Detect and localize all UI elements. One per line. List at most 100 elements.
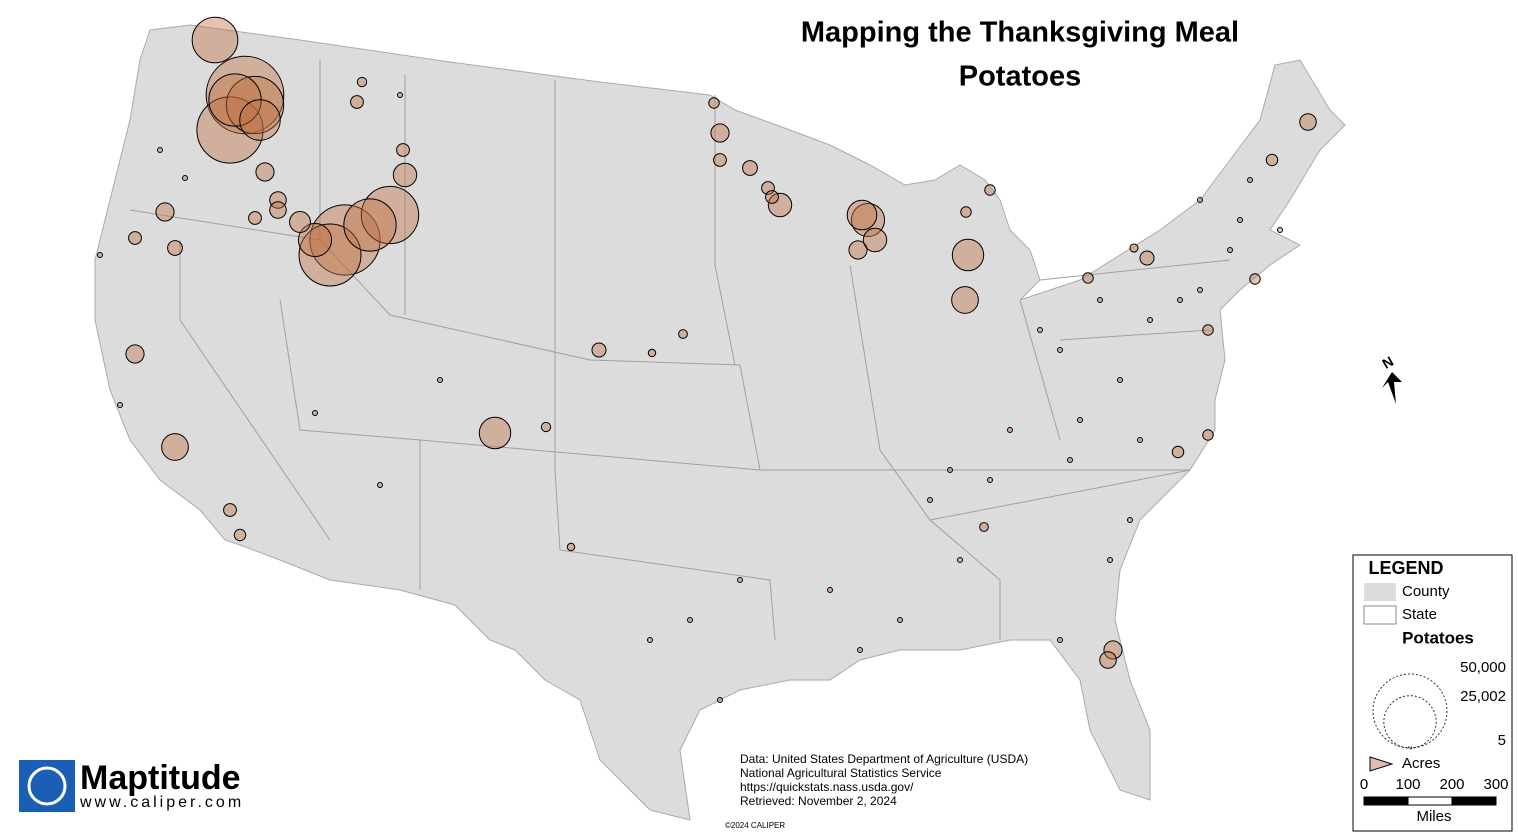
logo: Maptitude www.caliper.com — [19, 759, 241, 812]
potato-circle — [1067, 457, 1073, 463]
potato-circle — [1057, 637, 1063, 643]
potato-circle — [356, 76, 368, 88]
source: Data: United States Department of Agricu… — [740, 752, 1028, 808]
potato-circle — [125, 344, 145, 364]
potato-circle — [827, 587, 833, 593]
potato-circle — [233, 528, 247, 542]
scale-label: 300 — [1483, 776, 1508, 793]
size-circle — [1408, 745, 1412, 750]
arrow — [1382, 372, 1402, 404]
potato-circle — [647, 348, 657, 358]
potato-circle — [687, 617, 693, 623]
potato-circle — [97, 252, 103, 258]
potato-circle — [765, 190, 779, 204]
potato-circle — [960, 206, 972, 218]
potato-circle — [1202, 429, 1214, 441]
potato-circle — [1197, 287, 1203, 293]
potato-circle — [297, 222, 333, 258]
potato-circle — [1197, 197, 1203, 203]
state-lines — [129, 60, 1231, 641]
potato-circle — [1117, 377, 1123, 383]
potato-circle — [848, 240, 868, 260]
potato-circle — [1057, 347, 1063, 353]
acres-symbol — [1369, 756, 1394, 772]
potato-circle — [957, 557, 963, 563]
potato-circle — [225, 75, 285, 135]
size-circle — [1383, 695, 1437, 749]
legend-layer: Potatoes — [1402, 628, 1474, 647]
potato-circle — [761, 181, 775, 195]
potato-circle — [710, 123, 730, 143]
potato-circle — [397, 92, 403, 98]
potato-circle — [1299, 113, 1317, 131]
potato-circle — [767, 192, 793, 218]
potato-circle — [350, 95, 364, 109]
us-outline — [94, 24, 1346, 821]
title: Mapping the Thanksgiving Meal — [801, 17, 1239, 49]
potato-circle — [737, 577, 743, 583]
source-line: Retrieved: November 2, 2024 — [740, 794, 897, 808]
potato-circle — [987, 477, 993, 483]
potato-circle — [540, 421, 552, 433]
legend-item: County — [1402, 583, 1450, 600]
legend-heading: LEGEND — [1368, 558, 1443, 578]
potato-circle — [191, 16, 239, 64]
potato-circle — [1249, 273, 1261, 285]
size-label: 5 — [1498, 732, 1506, 749]
logo-globe — [27, 766, 67, 806]
scale-label: 200 — [1439, 776, 1464, 793]
potato-circle — [478, 416, 512, 450]
county-swatch — [1364, 583, 1396, 601]
potato-circle — [396, 143, 410, 157]
potato-circle — [298, 223, 362, 287]
potato-circle — [269, 191, 287, 209]
potato-circle — [708, 97, 720, 109]
size-label: 25,002 — [1460, 688, 1506, 705]
potato-circle — [255, 162, 275, 182]
legend-unit: Acres — [1402, 755, 1440, 772]
potato-circle — [984, 184, 996, 196]
potato-circle — [678, 329, 688, 339]
potato-circle — [1177, 297, 1183, 303]
potato-circle — [591, 342, 607, 358]
potato-circle — [1202, 324, 1214, 336]
potato-circle — [182, 175, 188, 181]
potato-circle — [647, 637, 653, 643]
potato-circle — [1099, 651, 1117, 669]
legend: LEGEND County State Potatoes 50,000 25,00… — [1352, 554, 1513, 832]
north-label: N — [1379, 353, 1396, 372]
potato-circle — [1129, 243, 1139, 253]
potato-circle — [248, 211, 262, 225]
copyright: ©2024 CALIPER — [725, 821, 785, 830]
potato-circle — [1237, 217, 1243, 223]
potato-circle — [437, 377, 443, 383]
scale-unit: Miles — [1416, 808, 1451, 825]
potato-circle — [897, 617, 903, 623]
potato-circle — [713, 153, 727, 167]
scale-segment — [1451, 796, 1497, 806]
potato-circle — [1171, 445, 1185, 459]
potato-circle — [927, 497, 933, 503]
potato-circle — [1277, 227, 1283, 233]
potato-circle — [360, 185, 420, 245]
potato-circle — [1077, 417, 1083, 423]
potato-circle — [857, 647, 863, 653]
potato-circle — [1037, 327, 1043, 333]
size-label: 50,000 — [1460, 659, 1506, 676]
potato-circle — [951, 286, 979, 314]
potato-circle — [269, 201, 287, 219]
potato-circle — [1107, 557, 1113, 563]
potato-circle — [717, 697, 723, 703]
scale-segment — [1363, 796, 1409, 806]
potato-circle — [742, 160, 758, 176]
logo-name: Maptitude — [80, 759, 241, 797]
potato-circle — [289, 211, 311, 233]
potato-circle — [1137, 437, 1143, 443]
potato-circle — [1147, 317, 1153, 323]
potato-circle — [1127, 517, 1133, 523]
potato-circle — [1139, 250, 1155, 266]
potato-circle — [1007, 427, 1013, 433]
potato-circle — [862, 227, 888, 253]
potato-circle — [979, 522, 989, 532]
potato-circle — [947, 467, 953, 473]
